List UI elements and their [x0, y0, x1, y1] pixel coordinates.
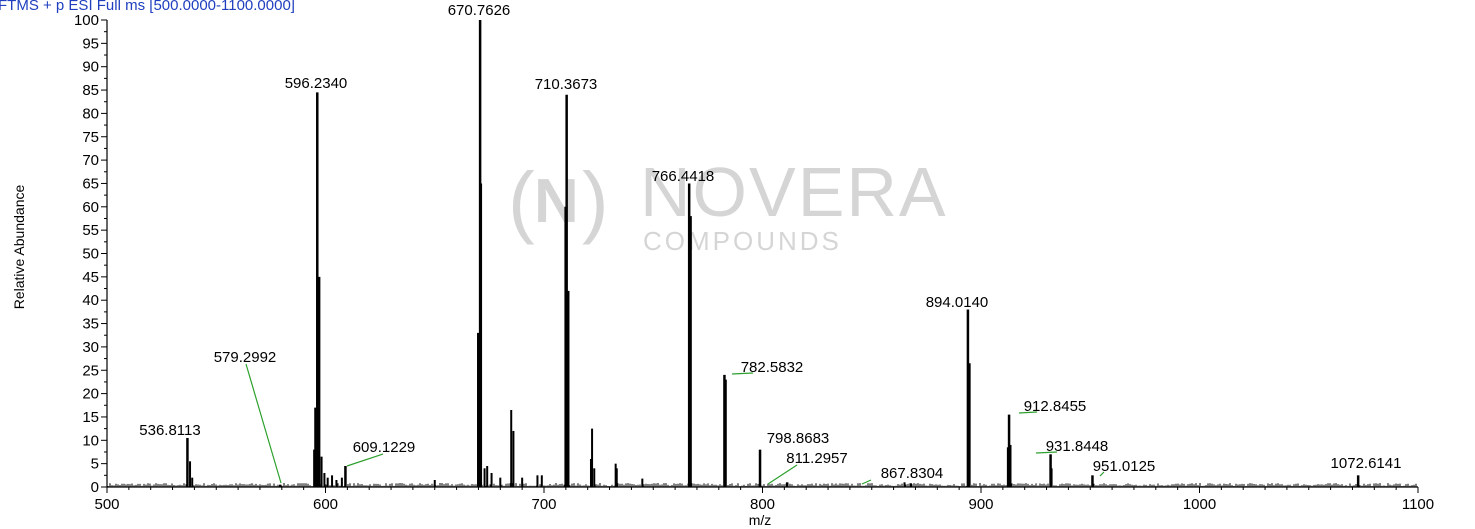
- y-tick-label: 70: [82, 152, 99, 169]
- peak-leader-line: [731, 372, 754, 375]
- y-tick-label: 50: [82, 246, 99, 263]
- y-tick-label: 40: [82, 292, 99, 309]
- peak-label: 798.8683: [767, 430, 830, 447]
- y-axis: 0 5 10 15 20 25 30 35 40 45 50 55 60 65 70 75 80 85 90 95 10…: [74, 12, 108, 496]
- peak-leader-line: [1035, 451, 1058, 454]
- peak-label: 596.2340: [285, 75, 348, 92]
- x-tick-label: 800: [750, 496, 775, 513]
- peak-label: 811.2957: [786, 450, 847, 467]
- y-tick-label: 45: [82, 269, 99, 286]
- peak-label: 766.4418: [652, 168, 715, 185]
- x-axis-title: m/z: [749, 512, 772, 528]
- y-tick-label: 30: [82, 339, 99, 356]
- scan-filter-header: FTMS + p ESI Full ms [500.0000-1100.0000…: [0, 0, 295, 14]
- y-tick-label: 80: [82, 105, 99, 122]
- x-tick-label: 900: [968, 496, 993, 513]
- watermark: ( N ) NOVERA COMPOUNDS: [508, 153, 948, 256]
- y-tick-label: 100: [74, 12, 99, 29]
- y-tick-label: 10: [82, 432, 99, 449]
- y-tick-label: 20: [82, 386, 99, 403]
- watermark-logo-letter: N: [534, 167, 579, 236]
- peak-label: 710.3673: [535, 76, 598, 93]
- y-tick-label: 95: [82, 35, 99, 52]
- peak-leader-line: [1099, 471, 1105, 477]
- y-tick-label: 0: [91, 479, 99, 496]
- watermark-brand: NOVERA: [640, 153, 948, 231]
- peak-label: 1072.6141: [1331, 455, 1402, 472]
- peak-leader-line: [245, 363, 282, 484]
- peak-label: 912.8455: [1024, 398, 1087, 415]
- y-tick-label: 55: [82, 222, 99, 239]
- watermark-paren-left: (: [508, 156, 535, 245]
- peak-label: 782.5832: [741, 359, 804, 376]
- peak-label: 894.0140: [926, 294, 989, 311]
- watermark-paren-right: ): [582, 156, 609, 245]
- x-tick-label: 700: [531, 496, 556, 513]
- y-tick-label: 60: [82, 199, 99, 216]
- y-tick-label: 35: [82, 316, 99, 333]
- peak-leader-line: [861, 479, 872, 485]
- x-tick-label: 500: [94, 496, 119, 513]
- peak-label: 931.8448: [1046, 438, 1109, 455]
- peak-label: 536.8113: [139, 422, 200, 439]
- y-tick-label: 65: [82, 175, 99, 192]
- peak-label: 609.1229: [353, 439, 416, 456]
- y-tick-label: 25: [82, 362, 99, 379]
- x-tick-label: 600: [313, 496, 338, 513]
- peak-label: 579.2992: [214, 349, 277, 366]
- y-axis-title: Relative Abundance: [11, 185, 27, 310]
- x-tick-label: 1100: [1402, 496, 1434, 513]
- y-tick-label: 75: [82, 129, 99, 146]
- y-tick-label: 85: [82, 82, 99, 99]
- watermark-subtitle: COMPOUNDS: [643, 226, 842, 256]
- peak-leader-line: [767, 464, 798, 485]
- y-tick-label: 15: [82, 409, 99, 426]
- spectrum-peaks: [186, 20, 1360, 487]
- y-tick-label: 5: [91, 456, 99, 473]
- peak-leader-lines: [245, 363, 1105, 485]
- peak-leader-line: [1018, 411, 1038, 414]
- peak-leader-line: [346, 453, 384, 467]
- x-tick-label: 1000: [1183, 496, 1216, 513]
- peak-label: 951.0125: [1093, 458, 1156, 475]
- peak-labels: 536.8113 579.2992 596.2340 609.1229 670.7626…: [139, 2, 1401, 482]
- x-axis: 500 600 700 800 900 1000 1100: [94, 486, 1434, 513]
- peak-label: 670.7626: [448, 2, 511, 19]
- y-tick-label: 90: [82, 59, 99, 76]
- peak-label: 867.8304: [881, 465, 944, 482]
